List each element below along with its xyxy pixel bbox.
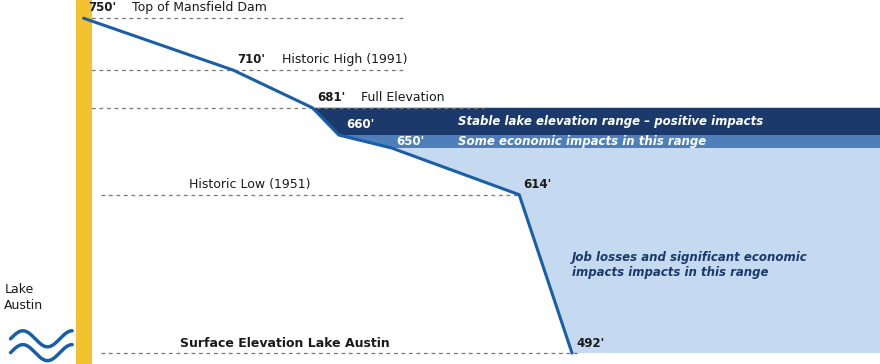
Polygon shape [339,135,880,148]
Text: Lake
Austin: Lake Austin [4,283,43,312]
Text: Historic High (1991): Historic High (1991) [282,53,407,66]
Polygon shape [312,108,880,135]
Text: 660': 660' [346,118,374,131]
Text: Historic Low (1951): Historic Low (1951) [189,178,311,191]
Polygon shape [392,148,880,353]
Text: 710': 710' [238,53,266,66]
Text: 614': 614' [524,178,552,191]
Text: 681': 681' [317,91,345,104]
Bar [76,0,92,364]
Text: Top of Mansfield Dam: Top of Mansfield Dam [132,1,267,14]
Text: Some economic impacts in this range: Some economic impacts in this range [458,135,706,148]
Text: Stable lake elevation range – positive impacts: Stable lake elevation range – positive i… [458,115,763,128]
Text: Job losses and significant economic
impacts impacts in this range: Job losses and significant economic impa… [572,251,808,279]
Text: 650': 650' [396,135,424,148]
Text: 750': 750' [88,1,116,14]
Text: Surface Elevation Lake Austin: Surface Elevation Lake Austin [180,337,390,350]
Text: Full Elevation: Full Elevation [361,91,444,104]
Text: 492': 492' [576,337,605,350]
